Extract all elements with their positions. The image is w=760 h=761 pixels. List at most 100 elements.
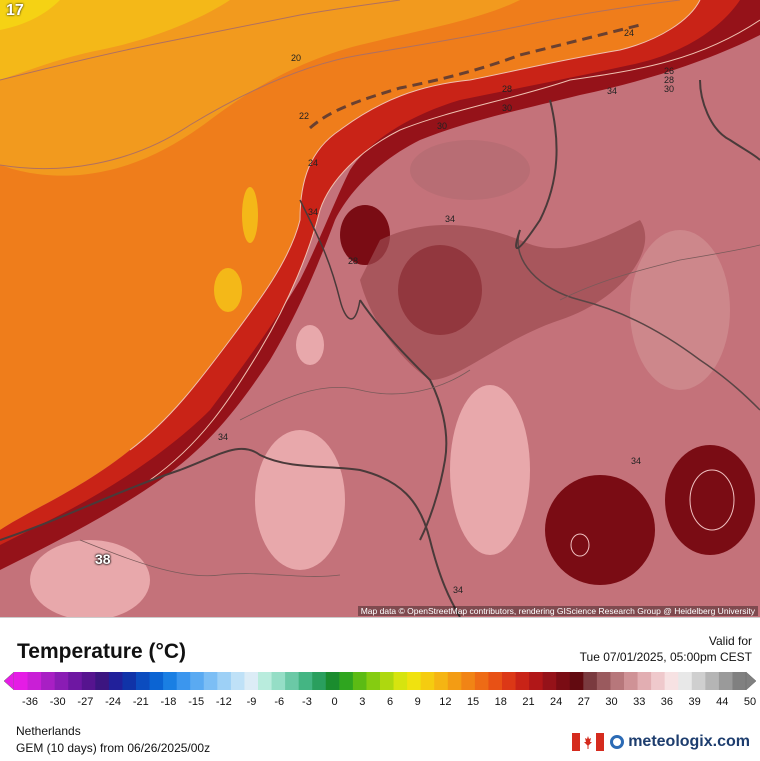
colorbar-swatch (380, 672, 395, 690)
contour-label: 34 (607, 86, 618, 96)
colorbar-tick-label: 27 (577, 696, 590, 708)
contour-label: 34 (453, 585, 464, 595)
colorbar-swatch (81, 672, 96, 690)
colorbar-swatch (583, 672, 598, 690)
colorbar-swatch (732, 672, 747, 690)
colorbar-tick-label: -9 (246, 696, 257, 708)
colorbar-tick-label: -30 (49, 696, 66, 708)
contour-label: 30 (502, 103, 513, 113)
region-name: Netherlands (16, 724, 81, 738)
colorbar-tick-label: 6 (386, 696, 394, 708)
colorbar-swatch (461, 672, 476, 690)
colorbar-swatch (41, 672, 56, 690)
colorbar-swatch (420, 672, 435, 690)
colorbar-swatch (230, 672, 245, 690)
colorbar-tick-label: -6 (274, 696, 285, 708)
colorbar-swatch (556, 672, 571, 690)
colorbar-swatch (664, 672, 679, 690)
colorbar-swatch (122, 672, 137, 690)
brand-name: meteologix.com (628, 733, 750, 750)
colorbar-tick-label: 44 (716, 696, 729, 708)
colorbar-swatch (325, 672, 340, 690)
colorbar-tick-label: -21 (132, 696, 149, 708)
contour-label: 20 (291, 53, 302, 63)
legend-panel: Temperature (°C) Valid for Tue 07/01/202… (0, 617, 760, 761)
colorbar-tick-label: -27 (77, 696, 94, 708)
colorbar-swatch (637, 672, 652, 690)
colorbar-right-arrow (745, 671, 757, 691)
temperature-map[interactable]: 17 20 22 24 34 28 24 28 30 30 34 34 26 2… (0, 0, 760, 617)
colorbar-swatch (678, 672, 693, 690)
colorbar-swatch (488, 672, 503, 690)
contour-label: 28 (348, 256, 359, 266)
map-canvas (0, 0, 760, 617)
colorbar-swatch (651, 672, 666, 690)
colorbar-swatch (529, 672, 544, 690)
colorbar-swatch (393, 672, 408, 690)
colorbar-swatch (705, 672, 720, 690)
colorbar-ticks: -36 -30 -27 -24 -21 -18 -15 -12 -9 -6 -3 0 3 6 9 12 15 18… (0, 696, 760, 710)
colorbar-tick-label: 39 (688, 696, 701, 708)
colorbar-tick-label: -12 (215, 696, 232, 708)
contour-label: 24 (308, 158, 319, 168)
legend-title: Temperature (°C) (17, 640, 187, 663)
contour-label: 30 (437, 121, 448, 131)
colorbar-swatch (366, 672, 381, 690)
colorbar-tick-label: 3 (359, 696, 366, 708)
corner-value: 17 (6, 2, 24, 19)
colorbar-tick-label: 18 (494, 696, 507, 708)
colorbar-tick-label: 0 (331, 696, 338, 708)
colorbar-swatch (447, 672, 462, 690)
colorbar-tick-label: -24 (105, 696, 122, 708)
colorbar-tick-label: -36 (22, 696, 38, 708)
colorbar-swatch (190, 672, 205, 690)
colorbar-swatch (176, 672, 191, 690)
colorbar-swatch (298, 672, 313, 690)
contour-label: 34 (218, 432, 229, 442)
colorbar-swatch (27, 672, 42, 690)
meteologix-logo-icon (610, 735, 625, 749)
brand[interactable]: meteologix.com (572, 731, 750, 753)
contour-label: 34 (308, 207, 319, 217)
colorbar-swatch (352, 672, 367, 690)
colorbar-swatch (542, 672, 557, 690)
colorbar-swatch (434, 672, 449, 690)
colorbar-swatch (312, 672, 327, 690)
colorbar-tick-label: 21 (522, 696, 535, 708)
colorbar-tick-label: -3 (302, 696, 312, 708)
colorbar-swatch (149, 672, 164, 690)
colorbar-swatch (68, 672, 83, 690)
colorbar-swatch (515, 672, 530, 690)
colorbar-tick-label: 33 (633, 696, 646, 708)
colorbar-swatch (596, 672, 611, 690)
map-credit: Map data © OpenStreetMap contributors, r… (357, 606, 758, 616)
colorbar-tick-label: 50 (743, 696, 757, 708)
colorbar-swatch (163, 672, 178, 690)
colorbar-swatch (502, 672, 517, 690)
canada-flag-icon (572, 733, 605, 751)
colorbar-swatch (203, 672, 218, 690)
colorbar-svg (3, 671, 757, 691)
contour-label: 34 (631, 456, 642, 466)
colorbar-swatch (339, 672, 354, 690)
colorbar-tick-label: -18 (160, 696, 177, 708)
colorbar-tick-label: -15 (188, 696, 205, 708)
contour-label: 28 (502, 84, 513, 94)
colorbar-swatch (271, 672, 286, 690)
colorbar-swatch (136, 672, 151, 690)
colorbar-swatch (244, 672, 259, 690)
colorbar-swatch (258, 672, 273, 690)
contour-label: 30 (664, 84, 675, 94)
colorbar-tick-label: 36 (660, 696, 674, 708)
colorbar-swatch (285, 672, 300, 690)
colorbar-swatch (624, 672, 639, 690)
valid-label: Valid for (708, 634, 752, 648)
contour-label: 26 (664, 66, 675, 76)
colorbar-left-arrow (3, 671, 15, 691)
contour-label: 22 (299, 111, 310, 121)
colorbar-swatch (718, 672, 733, 690)
colorbar-swatch (474, 672, 489, 690)
max-temperature-label: 38 (95, 551, 111, 567)
colorbar-tick-label: 24 (550, 696, 563, 708)
model-run: GEM (10 days) from 06/26/2025/00z (16, 741, 211, 755)
